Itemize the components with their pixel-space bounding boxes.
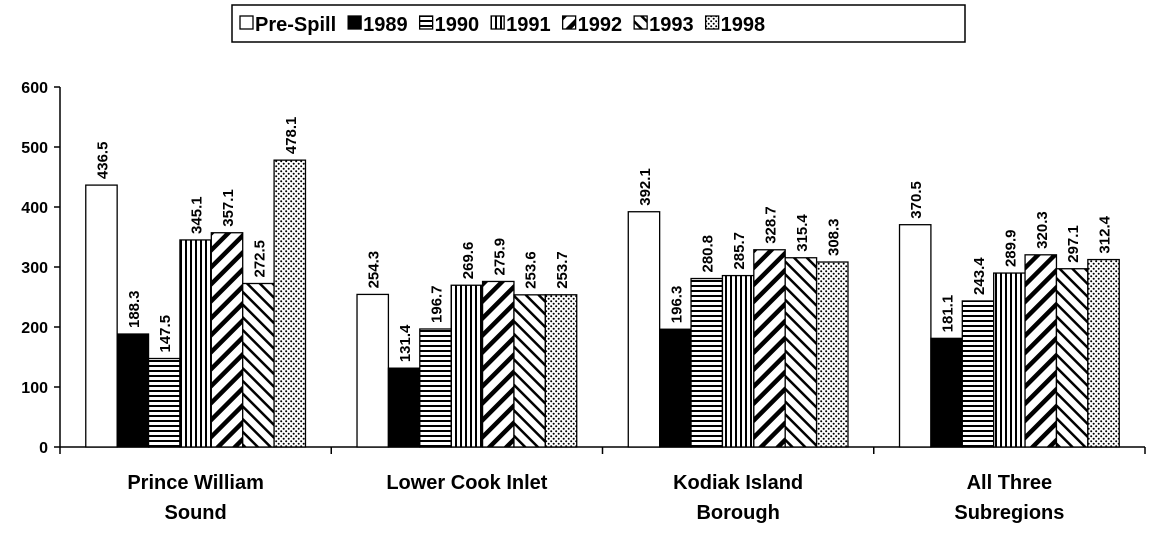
y-tick-label: 500 (21, 140, 48, 157)
bar (993, 272, 1026, 448)
value-label: 147.5 (157, 315, 174, 353)
value-label: 275.9 (491, 238, 508, 276)
value-label: 285.7 (731, 232, 748, 270)
y-tick-label: 600 (21, 80, 48, 97)
x-tick-label: Lower Cook Inlet (386, 472, 548, 494)
value-label: 196.7 (428, 285, 445, 323)
bar (961, 300, 995, 448)
legend-swatch (633, 15, 648, 30)
value-label: 328.7 (763, 206, 780, 244)
legend-swatch (239, 15, 254, 30)
value-label: 272.5 (251, 240, 268, 278)
value-label: 392.1 (637, 168, 654, 206)
y-tick-label: 300 (21, 260, 48, 277)
bar (690, 277, 724, 448)
legend-label: 1989 (363, 14, 408, 36)
value-label: 320.3 (1034, 211, 1051, 249)
x-tick-label: Kodiak Island Borough (673, 472, 804, 524)
value-label: 254.3 (366, 251, 383, 289)
bar (544, 294, 578, 448)
value-label: 345.1 (189, 196, 206, 234)
bar (753, 249, 786, 448)
legend-label: 1991 (506, 14, 551, 36)
bar (784, 257, 818, 448)
bar (898, 224, 932, 448)
value-label: 370.5 (908, 181, 925, 219)
bar (356, 293, 390, 448)
legend-swatch (490, 15, 505, 30)
bar (815, 261, 849, 448)
bar (85, 184, 118, 448)
value-label: 478.1 (283, 117, 300, 155)
bar (659, 328, 692, 448)
legend-swatch (704, 15, 720, 30)
y-tick-label: 100 (21, 380, 48, 397)
y-tick-label: 0 (39, 440, 48, 457)
legend-swatch (347, 15, 362, 30)
bar (1055, 268, 1089, 448)
bar (179, 239, 212, 448)
value-label: 289.9 (1002, 230, 1019, 268)
value-label: 253.6 (523, 251, 540, 289)
bar (273, 159, 307, 448)
value-label: 297.1 (1065, 225, 1082, 263)
legend-swatch (418, 15, 434, 30)
value-label: 188.3 (126, 290, 143, 328)
value-label: 280.8 (700, 235, 717, 273)
y-tick-label: 200 (21, 320, 48, 337)
value-label: 308.3 (825, 218, 842, 256)
bar (1024, 254, 1058, 448)
value-label: 196.3 (668, 286, 685, 324)
value-label: 253.7 (554, 251, 571, 289)
legend-label: 1993 (649, 14, 694, 36)
value-label: 243.4 (971, 257, 988, 295)
bar (387, 367, 421, 448)
value-label: 312.4 (1097, 215, 1114, 253)
bar (116, 333, 150, 448)
y-tick-label: 400 (21, 200, 48, 217)
legend-label: 1990 (435, 14, 480, 36)
legend-label: 1992 (578, 14, 623, 36)
value-label: 181.1 (940, 295, 957, 333)
bar (1087, 258, 1120, 448)
bar (721, 274, 755, 448)
legend-label: 1998 (721, 14, 766, 36)
bar (210, 232, 244, 448)
bar (147, 357, 181, 448)
bar (627, 211, 661, 448)
value-label: 436.5 (94, 142, 111, 180)
bar (419, 328, 452, 448)
bar (513, 294, 546, 448)
bar (450, 284, 484, 448)
bar (930, 337, 963, 448)
value-label: 269.6 (460, 242, 477, 280)
x-tick-label: All Three Subregions (954, 472, 1065, 524)
legend-swatch (561, 15, 577, 30)
value-label: 131.4 (397, 324, 414, 362)
bar (481, 280, 515, 448)
x-tick-label: Prince William Sound (127, 472, 264, 524)
value-label: 357.1 (220, 189, 237, 227)
bar (242, 282, 275, 448)
legend-label: Pre-Spill (255, 14, 336, 36)
value-label: 315.4 (794, 214, 811, 252)
